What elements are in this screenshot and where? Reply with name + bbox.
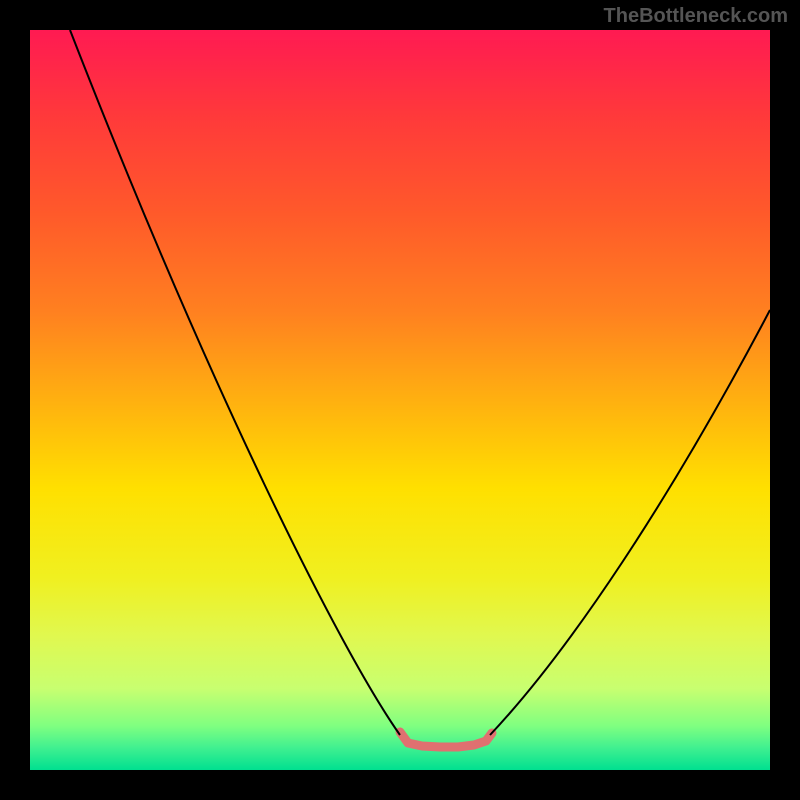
valley-highlight: [400, 732, 492, 747]
bottleneck-curve: [30, 30, 770, 770]
plot-area: [30, 30, 770, 770]
curve-left-branch: [70, 30, 400, 735]
watermark-text: TheBottleneck.com: [604, 5, 788, 28]
curve-right-branch: [490, 310, 770, 735]
